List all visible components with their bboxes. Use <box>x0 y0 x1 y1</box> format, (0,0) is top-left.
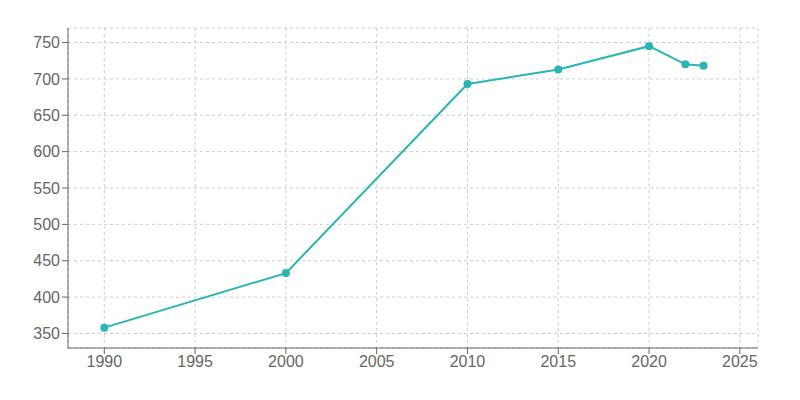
svg-text:500: 500 <box>33 216 60 233</box>
svg-text:2020: 2020 <box>631 353 667 370</box>
svg-text:650: 650 <box>33 107 60 124</box>
svg-text:750: 750 <box>33 34 60 51</box>
svg-text:550: 550 <box>33 180 60 197</box>
svg-text:700: 700 <box>33 71 60 88</box>
svg-text:400: 400 <box>33 289 60 306</box>
svg-text:600: 600 <box>33 143 60 160</box>
svg-text:450: 450 <box>33 252 60 269</box>
svg-text:2005: 2005 <box>359 353 395 370</box>
svg-text:2015: 2015 <box>540 353 576 370</box>
svg-text:1995: 1995 <box>177 353 213 370</box>
svg-text:2000: 2000 <box>268 353 304 370</box>
svg-text:350: 350 <box>33 325 60 342</box>
svg-text:1990: 1990 <box>87 353 123 370</box>
svg-text:2025: 2025 <box>722 353 758 370</box>
svg-text:2010: 2010 <box>450 353 486 370</box>
